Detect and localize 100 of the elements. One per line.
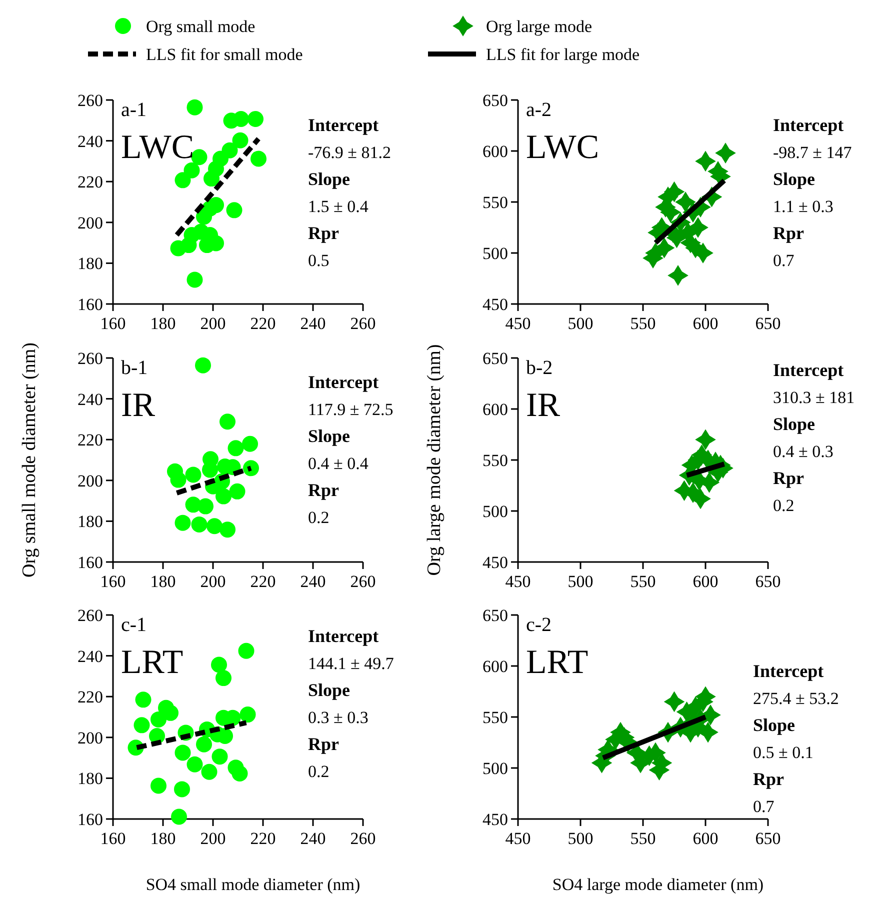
annotation: 275.4 ± 53.2	[753, 689, 839, 708]
annotation: 0.5 ± 0.1	[753, 743, 814, 762]
annotation: 0.4 ± 0.4	[308, 454, 369, 473]
annotation: 117.9 ± 72.5	[308, 400, 394, 419]
annotation: 0.2	[308, 762, 330, 781]
x-tick-label: 220	[250, 572, 276, 591]
y-tick-label: 500	[482, 244, 508, 263]
text: Rpr	[773, 223, 804, 243]
annotation: Intercept	[308, 115, 379, 135]
y-tick-label: 200	[78, 728, 103, 748]
text: Slope	[773, 169, 816, 189]
y-tick-label: 500	[482, 502, 508, 521]
annotation: 144.1 ± 49.7	[308, 654, 394, 673]
y-tick-label: 650	[482, 91, 508, 110]
y-tick-label: 550	[482, 193, 508, 212]
x-tick-label: 650	[755, 829, 781, 848]
x-tick-label: 260	[350, 572, 376, 591]
y-tick-label: 160	[78, 553, 103, 572]
x-tick-label: 220	[250, 314, 276, 333]
y-tick-label: 220	[78, 430, 103, 450]
y-tick-label: 550	[482, 451, 508, 470]
annotation: 1.5 ± 0.4	[308, 197, 369, 216]
annotation: Slope	[308, 169, 350, 189]
x-tick-label: 220	[250, 829, 276, 848]
x-tick-label: 200	[200, 829, 226, 848]
y-tick-label: 450	[482, 553, 508, 572]
text: Slope	[773, 414, 816, 434]
y-tick-label: 160	[78, 810, 103, 829]
y-tick-label: 240	[78, 390, 103, 409]
annotation: Slope	[308, 680, 350, 700]
text: -98.7 ± 147	[773, 143, 852, 162]
annotation: Slope	[753, 715, 796, 735]
annotation: LWC	[526, 129, 600, 166]
annotation: a-2	[526, 99, 552, 121]
text: Intercept	[773, 115, 844, 135]
annotation: c-2	[526, 614, 552, 636]
x-axis-title: SO4 small mode diameter (nm)	[146, 875, 360, 894]
x-tick-label: 260	[350, 314, 376, 333]
annotation: c-1	[121, 614, 147, 636]
x-tick-label: 650	[755, 572, 781, 591]
y-tick-label: 260	[78, 91, 103, 110]
x-tick-label: 260	[350, 829, 376, 848]
y-tick-label: 180	[78, 769, 103, 788]
x-tick-label: 180	[150, 572, 176, 591]
annotation: LWC	[121, 129, 194, 166]
x-tick-label: 180	[150, 829, 176, 848]
annotation: Rpr	[308, 480, 340, 500]
y-tick-label: 240	[78, 646, 103, 666]
x-tick-label: 200	[200, 572, 226, 591]
annotation: Rpr	[308, 734, 340, 754]
text: 0.7	[773, 251, 795, 270]
y-tick-label: 450	[482, 295, 508, 314]
annotation: a-1	[121, 99, 147, 121]
x-tick-label: 600	[692, 572, 718, 591]
x-tick-label: 160	[100, 314, 126, 333]
text: 0.4 ± 0.3	[773, 442, 834, 461]
y-tick-label: 220	[78, 688, 103, 707]
text: 310.3 ± 181	[773, 388, 855, 407]
annotation: -76.9 ± 81.2	[308, 143, 391, 162]
annotation: LRT	[526, 644, 588, 681]
y-tick-label: 600	[482, 142, 508, 161]
x-tick-label: 450	[505, 829, 531, 848]
annotation: Intercept	[753, 661, 824, 681]
y-axis-title: Org small mode diameter (nm)	[19, 342, 40, 578]
x-tick-label: 600	[692, 314, 718, 333]
legend-label: LLS fit for small mode	[146, 45, 303, 64]
x-tick-label: 240	[300, 572, 326, 591]
y-tick-label: 450	[482, 810, 508, 829]
y-tick-label: 160	[78, 295, 103, 314]
y-tick-label: 260	[78, 606, 103, 625]
annotation: Slope	[308, 426, 350, 446]
annotation: Rpr	[753, 769, 784, 789]
x-tick-label: 500	[568, 829, 594, 848]
x-tick-label: 450	[505, 314, 531, 333]
x-tick-label: 500	[568, 572, 594, 591]
x-tick-label: 160	[100, 829, 126, 848]
y-tick-label: 220	[78, 172, 103, 192]
annotation: b-2	[526, 357, 553, 379]
x-tick-label: 550	[630, 572, 656, 591]
y-tick-label: 600	[482, 657, 508, 676]
y-tick-label: 550	[482, 708, 508, 727]
text: 0.2	[773, 496, 794, 515]
x-tick-label: 550	[630, 829, 656, 848]
annotation: 0.3 ± 0.3	[308, 708, 368, 727]
x-axis-title: SO4 large mode diameter (nm)	[552, 875, 764, 894]
x-tick-label: 500	[568, 314, 594, 333]
y-tick-label: 600	[482, 400, 508, 419]
annotation: Rpr	[308, 223, 340, 243]
annotation: IR	[121, 387, 156, 424]
text: Intercept	[773, 360, 844, 380]
annotation: Intercept	[308, 626, 379, 646]
legend-label: Org small mode	[146, 17, 256, 36]
annotation: b-1	[121, 357, 148, 379]
annotation: 0.7	[753, 797, 775, 816]
y-tick-label: 260	[78, 349, 103, 368]
x-tick-label: 450	[505, 572, 531, 591]
y-tick-label: 500	[482, 759, 508, 778]
x-tick-label: 240	[300, 829, 326, 848]
x-tick-label: 600	[692, 829, 718, 848]
y-axis-title: Org large mode diameter (nm)	[424, 344, 445, 576]
